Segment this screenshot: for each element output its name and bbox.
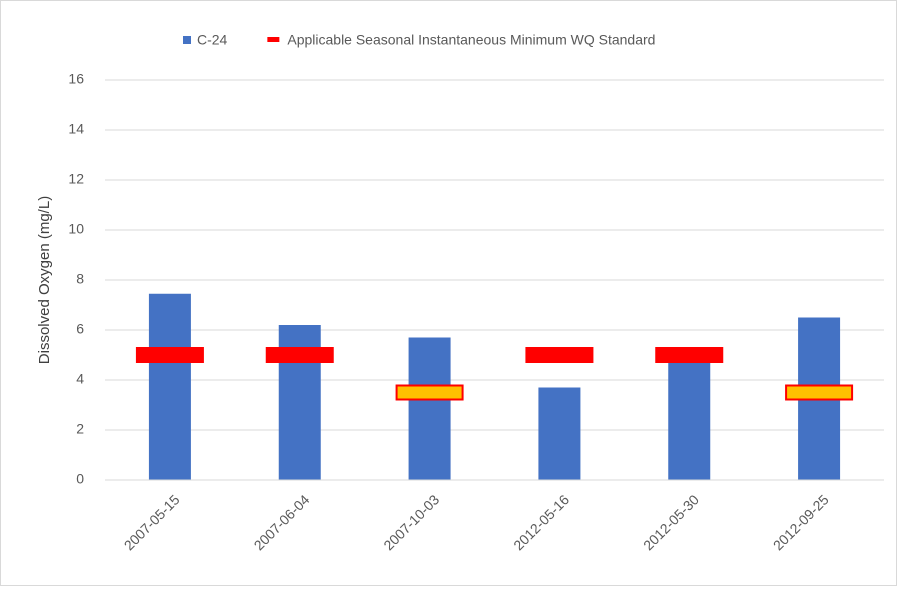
y-tick-label: 10 xyxy=(68,221,84,237)
y-tick-label: 6 xyxy=(76,321,84,337)
bar xyxy=(148,293,191,480)
standard-marker xyxy=(395,384,464,401)
legend-swatch xyxy=(183,36,191,44)
y-tick-label: 14 xyxy=(68,121,84,137)
y-tick-label: 0 xyxy=(76,471,84,487)
standard-marker xyxy=(655,347,724,363)
legend-swatch xyxy=(267,37,280,42)
y-axis-label: Dissolved Oxygen (mg/L) xyxy=(36,196,53,364)
standard-marker xyxy=(265,347,334,363)
y-tick-label: 12 xyxy=(68,171,84,187)
y-tick-label: 4 xyxy=(76,371,84,387)
standard-marker xyxy=(525,347,594,363)
standard-marker xyxy=(785,384,854,401)
legend-label: Applicable Seasonal Instantaneous Minimu… xyxy=(287,32,655,48)
bar xyxy=(538,387,581,480)
y-tick-label: 8 xyxy=(76,271,84,287)
standard-marker xyxy=(135,347,204,363)
legend-label: C-24 xyxy=(197,32,228,48)
bar xyxy=(408,337,451,480)
bar xyxy=(668,360,711,480)
y-tick-label: 2 xyxy=(76,421,84,437)
y-tick-label: 16 xyxy=(68,71,84,87)
